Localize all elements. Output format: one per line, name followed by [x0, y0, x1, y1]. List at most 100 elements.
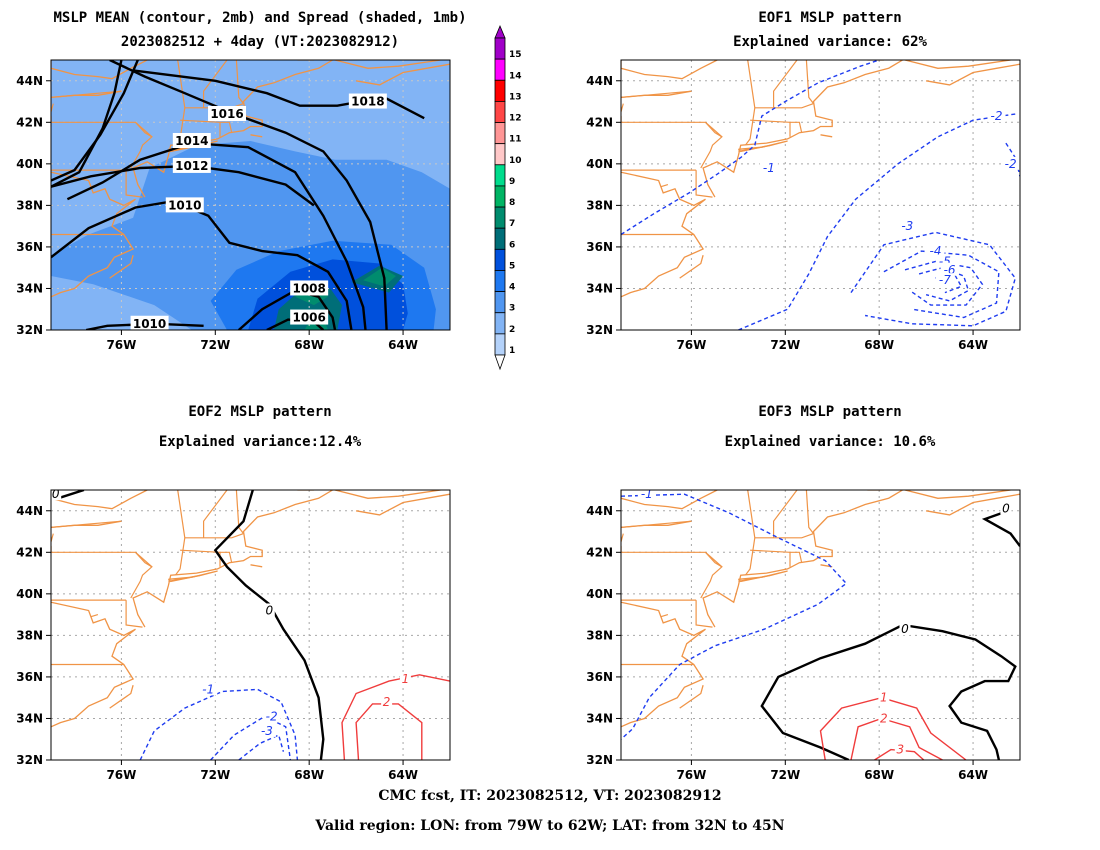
coastline [702, 60, 903, 198]
spread-region-2 [51, 288, 150, 330]
panel3-subtitle: Explained variance:12.4% [158, 434, 362, 450]
lat-tick-label: 36N [16, 670, 43, 684]
state-boundary [621, 121, 723, 138]
coastline [925, 63, 1020, 86]
lon-tick-label: 68W [294, 338, 324, 352]
lat-tick-label: 40N [586, 587, 613, 601]
contour-label: -5 [939, 254, 951, 268]
contour-label-box [898, 219, 917, 233]
colorbar: 15 14 13 12 11 10 9 8 7 6 5 4 3 2 1 [494, 24, 522, 371]
state-boundary [660, 614, 669, 618]
lon-tick-label: 72W [770, 768, 800, 782]
coastline [820, 134, 833, 138]
lat-tick-label: 44N [16, 74, 43, 88]
contour-label: -1 [202, 682, 214, 696]
state-boundary [184, 533, 244, 539]
contour-label-box [348, 93, 387, 109]
coastline [109, 255, 134, 279]
colorbar-label: 3 [509, 304, 515, 314]
contour-label-box [935, 273, 954, 287]
lat-tick-label: 36N [16, 240, 43, 254]
coastline [355, 493, 450, 516]
colorbar-swatch [494, 291, 506, 314]
state-boundary [130, 121, 153, 169]
contour-neg5 [904, 260, 984, 306]
coastline [51, 60, 148, 80]
colorbar-label: 6 [509, 240, 515, 250]
contour-neg2 [210, 715, 292, 760]
colorbar-label: 7 [509, 219, 515, 229]
contour-label-box [262, 709, 281, 723]
colorbar-label: 5 [509, 261, 515, 271]
state-boundary [125, 600, 143, 628]
panel4-subtitle: Explained variance: 10.6% [724, 434, 936, 450]
contour-label: 1016 [210, 107, 243, 121]
contour-label-box [637, 490, 656, 501]
state-boundary [235, 60, 244, 104]
lat-tick-label: 38N [586, 628, 613, 642]
contour-2 [850, 717, 943, 760]
lat-tick-label: 38N [16, 198, 43, 212]
coastline [250, 564, 263, 568]
state-boundary [180, 549, 233, 563]
contour-label-box [208, 106, 247, 121]
contour-label-box [878, 711, 890, 725]
state-boundary [750, 119, 803, 133]
colorbar-swatch [494, 58, 506, 81]
lat-tick-label: 42N [16, 545, 43, 559]
panel-frame [620, 59, 1021, 331]
coastline [621, 171, 706, 298]
colorbar-top-arrow [494, 24, 506, 39]
lon-tick-label: 76W [106, 338, 136, 352]
lat-tick-label: 44N [586, 74, 613, 88]
contour-label: -4 [930, 244, 942, 258]
colorbar-bottom-arrow [494, 354, 506, 371]
contour-1010 [51, 60, 139, 182]
lat-tick-label: 32N [16, 323, 43, 337]
colorbar-swatch [494, 164, 506, 187]
contour-label: 1010 [133, 317, 166, 331]
contour-label-box [894, 742, 906, 756]
state-boundary [621, 90, 692, 98]
lon-tick-label: 68W [864, 338, 894, 352]
colorbar-swatch [494, 206, 506, 229]
contour-label-box [263, 603, 275, 617]
coastline [738, 140, 788, 153]
contour-label: 1010 [168, 198, 201, 212]
colorbar-label: 13 [509, 92, 522, 102]
contour-label-box [1001, 156, 1020, 170]
coastline [679, 255, 704, 279]
colorbar-swatch [494, 312, 506, 335]
contour-label-box [172, 133, 211, 148]
coastline [702, 490, 903, 628]
contour-label: 1 [402, 672, 410, 686]
colorbar-swatch [494, 37, 506, 60]
coastline [904, 490, 1011, 499]
coastline [250, 134, 263, 138]
state-boundary [700, 121, 723, 169]
panel-frame [50, 489, 451, 761]
lat-tick-label: 36N [586, 240, 613, 254]
contour-label-box [51, 490, 62, 501]
state-boundary [805, 60, 814, 104]
map-panel-4: -1 0 0 1 2 3 76W 72W 68W 64W 44N 42N 40N 38N 36N 34N 32N [586, 489, 1021, 782]
colorbar-label: 14 [509, 71, 522, 81]
contour-label: 1014 [175, 134, 208, 148]
lon-tick-label: 68W [864, 768, 894, 782]
state-boundary [773, 490, 798, 538]
coastline [132, 60, 333, 198]
lat-tick-label: 34N [586, 711, 613, 725]
state-boundary [754, 103, 814, 109]
contour-label-box [165, 197, 204, 213]
contour-neg1 [621, 60, 880, 236]
contour-0 [981, 509, 1020, 547]
contour-label-box [199, 682, 218, 696]
colorbar-label: 4 [509, 283, 515, 293]
contour-label: -2 [266, 709, 278, 723]
lat-tick-label: 42N [16, 115, 43, 129]
state-boundary [695, 170, 713, 198]
colorbar-swatch [494, 101, 506, 123]
contour-label: -7 [939, 273, 951, 287]
